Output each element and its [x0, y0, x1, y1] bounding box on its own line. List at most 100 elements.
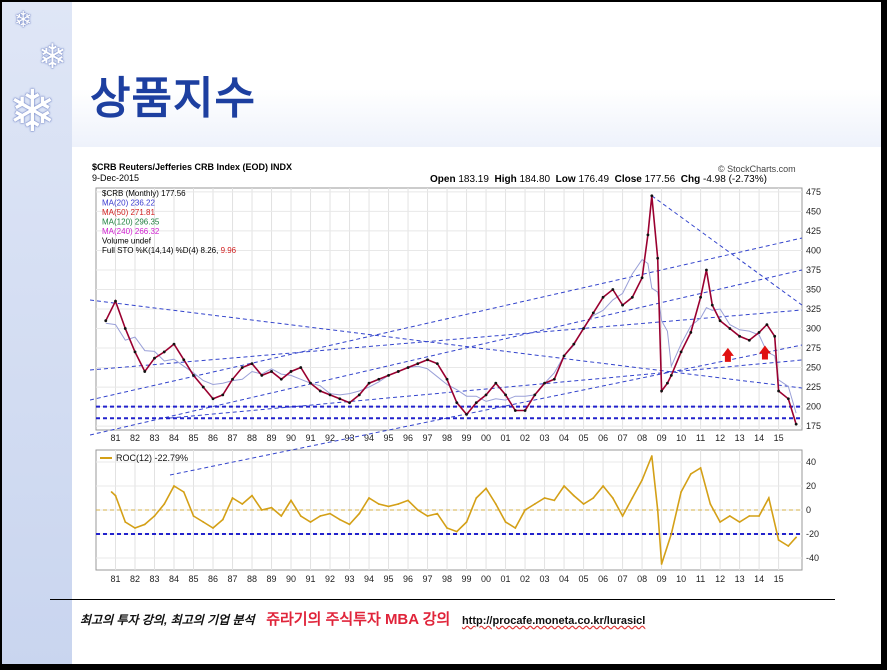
price-point	[699, 295, 702, 299]
chart-svg: 81 81 82 82 83 83 84 84 85 85 86 86 87 87 88 88 89 89 90 90…	[90, 187, 821, 584]
y-tick-label: 425	[806, 226, 821, 236]
x-tick-label: 94	[364, 574, 374, 584]
price-point	[250, 362, 254, 366]
roc-point	[163, 503, 166, 505]
price-point	[348, 401, 351, 405]
price-point	[231, 377, 234, 381]
price-point	[552, 377, 556, 381]
x-tick-label: 92	[325, 433, 335, 443]
left-decor-bar	[2, 2, 72, 664]
title-band	[72, 2, 881, 147]
roc-point	[656, 509, 659, 511]
x-tick-label: 03	[540, 433, 550, 443]
price-point	[773, 334, 777, 338]
x-tick-label: 89	[267, 574, 277, 584]
roc-point	[543, 497, 546, 499]
legend-entry-value: 9.96	[221, 246, 237, 255]
roc-point	[563, 485, 565, 487]
roc-point	[212, 527, 214, 529]
y-tick-label: 375	[806, 265, 821, 275]
roc-point	[329, 512, 331, 515]
price-point	[465, 412, 468, 416]
price-point	[406, 366, 410, 369]
price-point	[562, 354, 566, 358]
roc-point	[465, 521, 468, 523]
x-tick-label: 86	[208, 433, 218, 443]
legend-entry: MA(20) 236.22	[102, 199, 155, 208]
x-tick-label: 10	[676, 433, 686, 443]
price-point	[523, 409, 527, 412]
y-tick-label: -40	[806, 553, 819, 563]
x-tick-label: 82	[130, 433, 140, 443]
price-point	[738, 334, 741, 338]
x-tick-label: 90	[286, 433, 296, 443]
roc-point	[114, 494, 117, 497]
price-point	[221, 393, 225, 397]
roc-point	[368, 497, 370, 499]
y-tick-label: 275	[806, 343, 821, 353]
price-point	[747, 338, 751, 342]
chart-date: 9-Dec-2015	[92, 173, 140, 183]
x-tick-label: 84	[169, 433, 179, 443]
price-point	[640, 276, 644, 280]
x-tick-label: 85	[189, 574, 199, 584]
x-tick-label: 97	[423, 574, 433, 584]
y-tick-label: 200	[806, 402, 821, 412]
footer-divider	[50, 599, 835, 600]
x-tick-label: 00	[481, 574, 491, 584]
price-point	[611, 288, 615, 291]
price-point	[426, 358, 429, 362]
price-point	[757, 331, 761, 334]
roc-point	[134, 527, 136, 529]
roc-point	[407, 499, 409, 502]
x-tick-label: 01	[501, 574, 511, 584]
y-tick-label: 225	[806, 382, 821, 392]
x-tick-label: 82	[130, 574, 140, 584]
trend-line	[651, 195, 803, 306]
x-tick-label: 09	[657, 574, 667, 584]
roc-point	[670, 533, 673, 535]
red-arrow-icon	[721, 347, 734, 362]
page-title: 상품지수	[90, 73, 256, 124]
x-tick-label: 96	[403, 574, 413, 584]
price-point	[201, 385, 205, 389]
roc-point	[728, 515, 731, 517]
legend-entry: MA(120) 296.35	[102, 218, 160, 227]
price-point	[123, 327, 127, 330]
y-tick-label: 475	[806, 187, 821, 197]
roc-point	[572, 494, 575, 497]
price-point	[710, 303, 714, 307]
y-tick-label: 175	[806, 421, 821, 431]
roc-point	[241, 503, 244, 505]
roc-point	[358, 512, 361, 515]
price-point	[162, 350, 166, 354]
x-tick-label: 04	[559, 433, 569, 443]
x-tick-label: 00	[481, 433, 491, 443]
roc-point	[475, 497, 478, 499]
roc-point	[650, 455, 653, 457]
footer-url[interactable]: http://procafe.moneta.co.kr/lurasicl	[461, 615, 646, 627]
price-point	[377, 377, 381, 381]
price-point	[260, 373, 264, 377]
roc-point	[202, 521, 205, 523]
price-point	[601, 295, 605, 299]
roc-point	[504, 521, 507, 523]
roc-point	[689, 473, 692, 475]
roc-point	[641, 479, 643, 481]
x-tick-label: 99	[462, 574, 472, 584]
roc-point	[494, 503, 497, 505]
price-point	[328, 393, 332, 397]
snowflake-icon: ❄	[38, 37, 67, 77]
y-tick-label: 300	[806, 324, 821, 334]
roc-point	[436, 512, 439, 515]
x-tick-label: 15	[774, 433, 784, 443]
ohlc-readout: Open 183.19 High 184.80 Low 176.49 Close…	[430, 174, 767, 185]
roc-point	[592, 497, 595, 499]
trend-line	[90, 237, 803, 401]
price-point	[656, 256, 660, 260]
price-point	[114, 299, 117, 303]
y-tick-label: 350	[806, 284, 821, 294]
price-point	[416, 362, 420, 366]
roc-point	[280, 515, 283, 517]
